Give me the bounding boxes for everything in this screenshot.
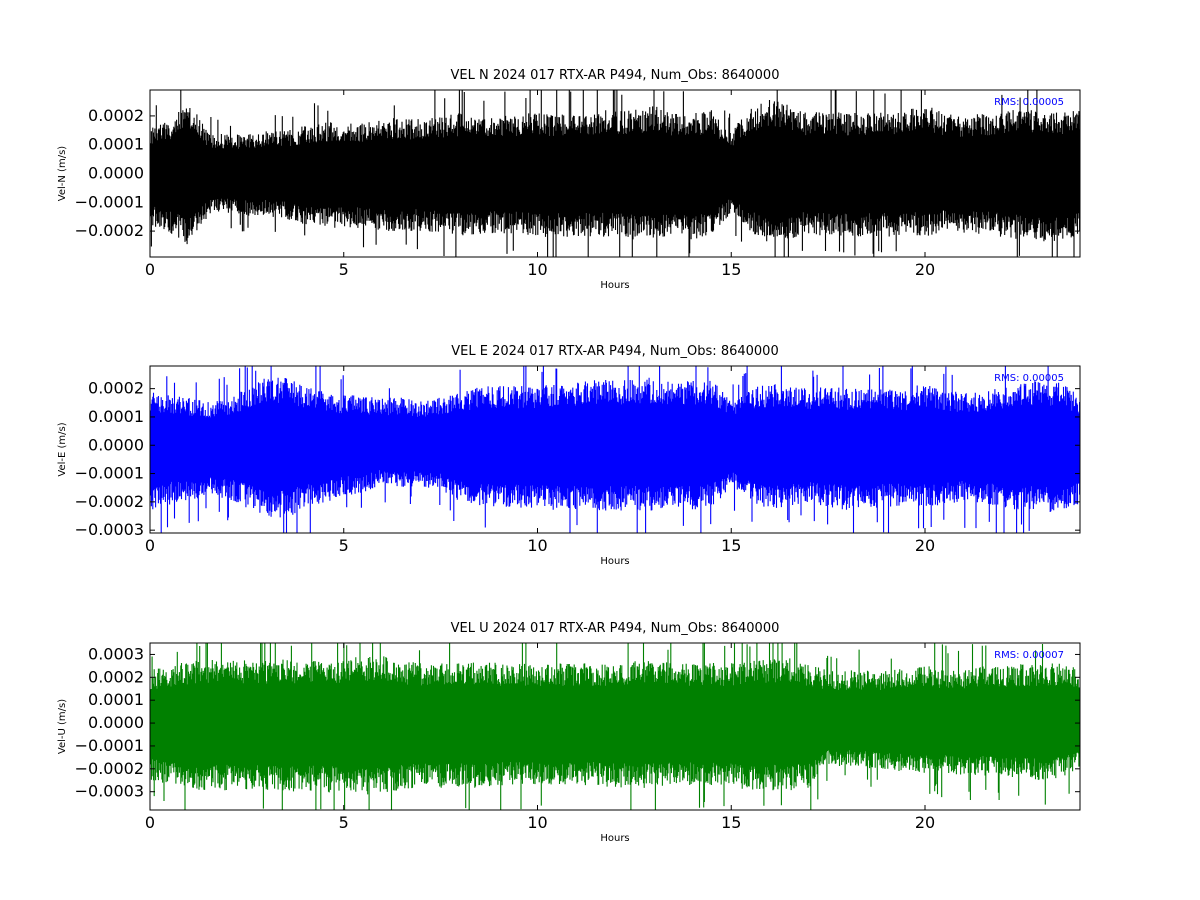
x-tick-label: 0 [145,813,155,832]
y-tick-label: 0.0001 [88,135,144,154]
y-tick-label: 0.0003 [88,644,144,663]
plot-frame [149,642,1081,811]
x-tick-label: 15 [721,536,741,555]
y-tick-label: 0.0002 [88,106,144,125]
y-axis-label: Vel-N (m/s) [57,146,68,201]
x-tick-label: 20 [915,813,935,832]
x-tick-label: 10 [527,813,547,832]
series-3-1-trace [150,643,1080,810]
series-2-1-trace [150,366,1080,533]
plot-frame [149,365,1081,534]
chart-title: VEL U 2024 017 RTX-AR P494, Num_Obs: 864… [451,621,780,636]
x-tick-label: 0 [145,536,155,555]
y-tick-label: −0.0002 [75,221,144,240]
x-axis-label: Hours [600,556,629,567]
chart-title: VEL N 2024 017 RTX-AR P494, Num_Obs: 864… [451,68,780,83]
y-tick-label: −0.0001 [75,736,144,755]
y-tick-label: −0.0002 [75,492,144,511]
chart-panel-2: 0 5 10 15 20 −0.0003 −0.0002 −0.0001 0.0000 0.000… [57,344,1081,567]
rms-annotation: RMS: 0.00007 [994,650,1064,661]
chart-title: VEL E 2024 017 RTX-AR P494, Num_Obs: 864… [451,344,778,359]
chart-panel-1: 0 5 10 15 20 −0.0002 −0.0001 0.0000 0.0001 0.0002… [57,68,1081,291]
x-tick-label: 15 [721,260,741,279]
rms-annotation: RMS: 0.00005 [994,97,1064,108]
y-tick-label: −0.0003 [75,520,144,539]
y-tick-label: 0.0000 [88,164,144,183]
x-tick-label: 20 [915,536,935,555]
y-axis-label: Vel-U (m/s) [57,699,68,754]
rms-annotation: RMS: 0.00005 [994,373,1064,384]
x-tick-label: 5 [339,260,349,279]
chart-panel-3: 0 5 10 15 20 −0.0003 −0.0002 −0.0001 0.0000 0.000… [57,621,1081,844]
x-tick-label: 10 [527,260,547,279]
x-axis-label: Hours [600,833,629,844]
x-tick-label: 5 [339,536,349,555]
x-axis-label: Hours [600,280,629,291]
y-tick-label: 0.0001 [88,690,144,709]
y-axis-label: Vel-E (m/s) [57,422,68,476]
x-tick-label: 15 [721,813,741,832]
x-tick-label: 0 [145,260,155,279]
y-tick-label: 0.0002 [88,667,144,686]
y-tick-label: −0.0001 [75,192,144,211]
y-tick-label: 0.0001 [88,407,144,426]
x-tick-label: 10 [527,536,547,555]
y-tick-label: 0.0002 [88,379,144,398]
y-tick-label: 0.0000 [88,713,144,732]
y-tick-label: −0.0002 [75,759,144,778]
x-tick-label: 20 [915,260,935,279]
y-tick-label: 0.0000 [88,435,144,454]
series-1-1-trace [150,90,1080,257]
y-tick-label: −0.0001 [75,464,144,483]
y-tick-label: −0.0003 [75,782,144,801]
x-tick-label: 5 [339,813,349,832]
